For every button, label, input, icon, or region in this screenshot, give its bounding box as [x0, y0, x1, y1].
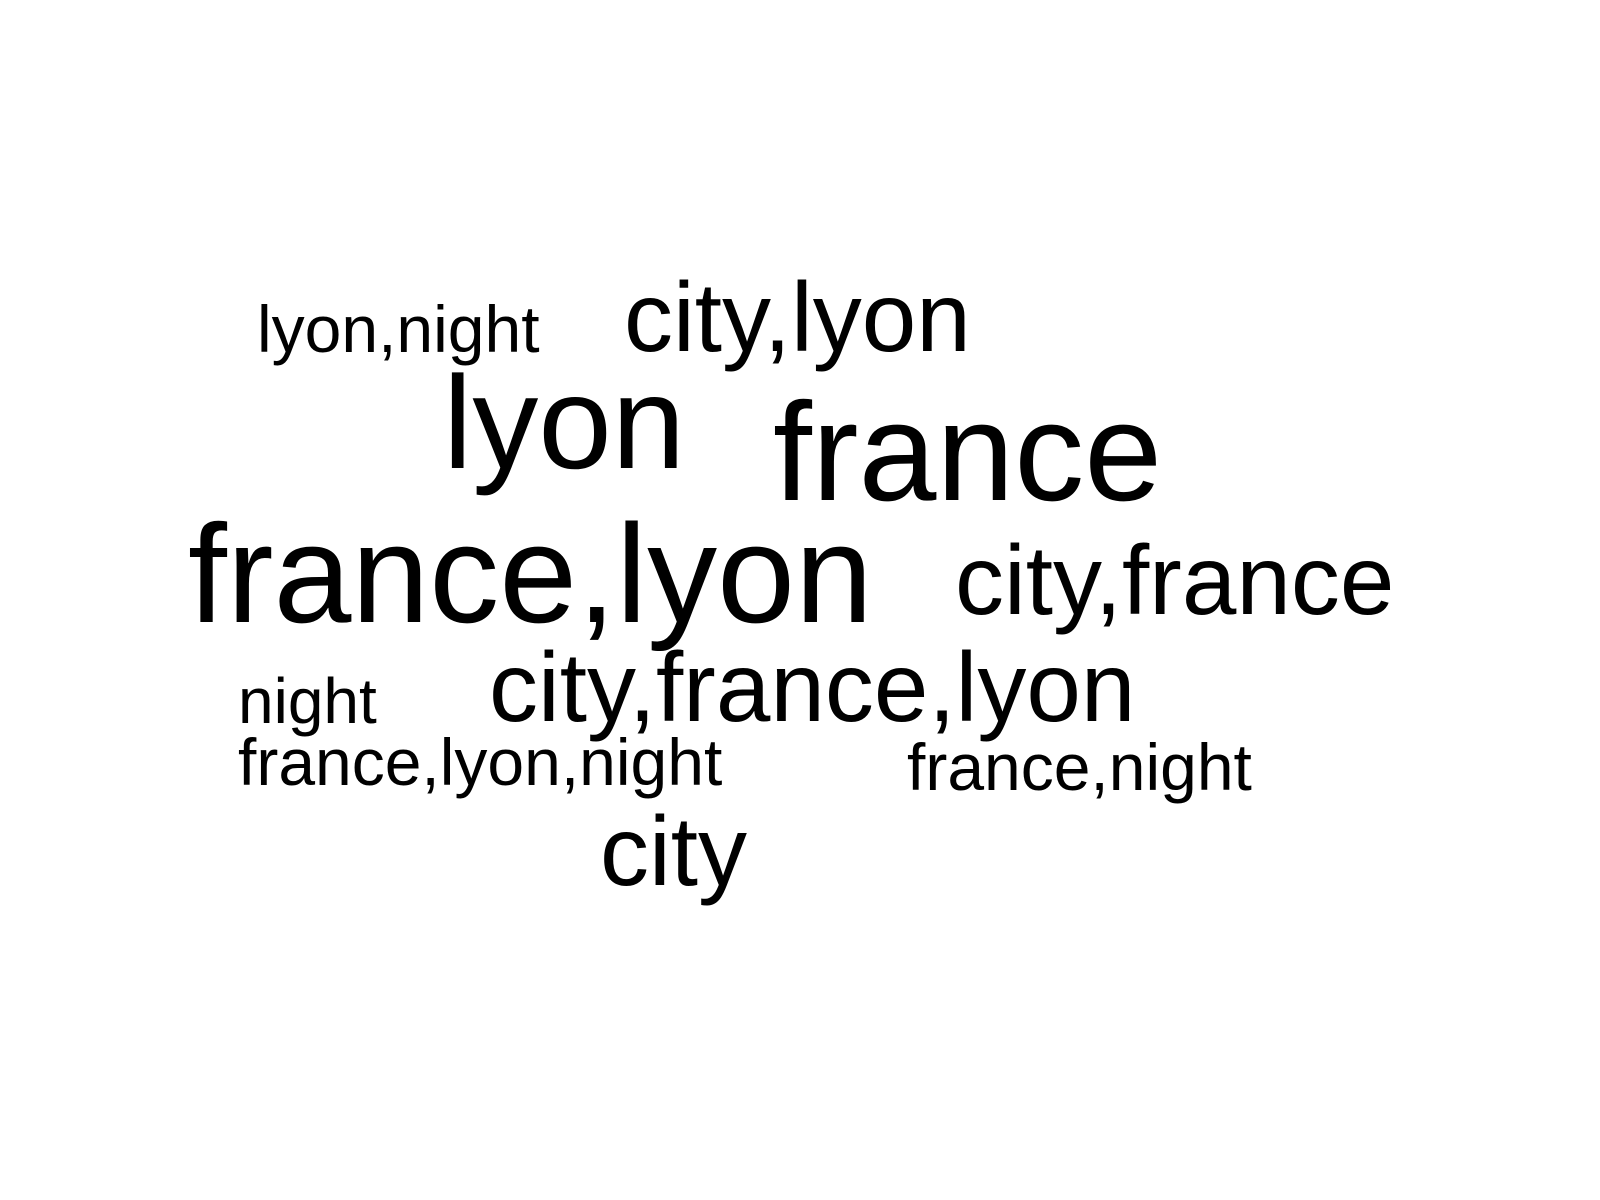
word-france-lyon-night: france,lyon,night	[238, 725, 723, 799]
word-france-night: france,night	[907, 730, 1252, 804]
word-city: city	[600, 796, 747, 906]
word-france: france	[773, 373, 1163, 530]
word-night: night	[238, 665, 377, 737]
word-lyon-night: lyon,night	[257, 292, 540, 366]
word-city-france: city,france	[955, 525, 1395, 635]
word-france-lyon: france,lyon	[188, 495, 873, 652]
word-lyon: lyon	[443, 349, 686, 496]
word-city-lyon: city,lyon	[624, 262, 971, 372]
word-city-france-lyon: city,france,lyon	[489, 632, 1136, 742]
